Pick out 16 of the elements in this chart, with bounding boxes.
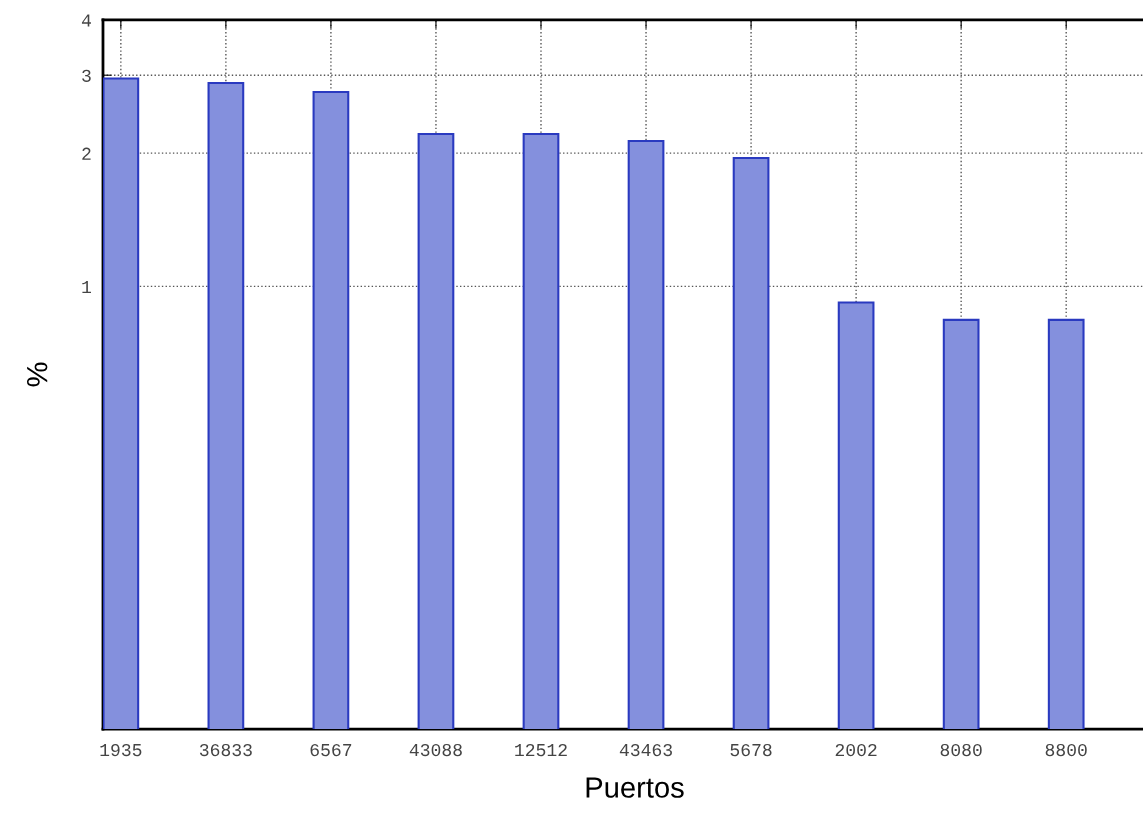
x-tick-label: 43463 [619,743,672,757]
x-tick-label: 6567 [310,743,352,757]
y-tick-label: 3 [82,69,91,82]
x-tick-label: 1935 [100,743,142,757]
x-tick-label: 5678 [730,743,772,757]
y-tick-label: 1 [82,281,91,293]
y-tick-label: 2 [82,147,91,160]
x-axis-title: Puertos [586,777,684,798]
y-tick-label: 4 [81,14,91,27]
x-tick-label: 12512 [515,743,567,757]
x-tick-label: 43088 [409,743,462,757]
x-tick-label: 36833 [199,743,252,757]
x-tick-label: 8080 [940,743,982,757]
y-axis-title: % [26,362,48,387]
x-tick-label: 2002 [835,743,877,757]
x-tick-label: 8800 [1045,743,1087,757]
